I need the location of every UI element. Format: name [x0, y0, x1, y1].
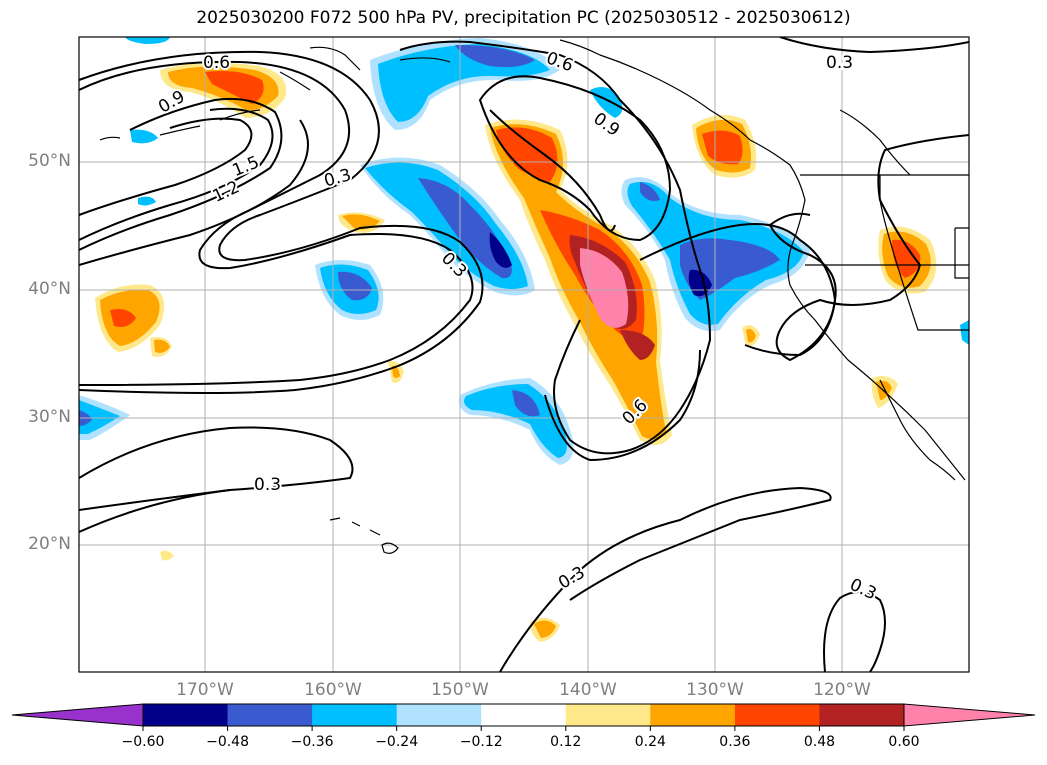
contour-label: 0.3 [826, 53, 853, 73]
colorbar-tick-label: −0.12 [459, 734, 503, 750]
contour-label: 0.3 [254, 475, 281, 495]
lon-tick-160w: 160°W [304, 680, 362, 700]
precipitation-shading [79, 37, 969, 642]
baja-coast [879, 379, 956, 481]
lon-tick-150w: 150°W [431, 680, 489, 700]
lat-tick-30n: 30°N [28, 407, 71, 427]
colorbar-segment [227, 704, 313, 726]
colorbar-tick-label: −0.48 [206, 734, 249, 750]
colorbar-segment [565, 704, 651, 726]
contour-0.9-trough [478, 75, 672, 242]
contour-label: 0.3 [322, 165, 353, 191]
contour-0.3-east [779, 37, 969, 54]
colorbar-tick-label: 0.12 [550, 734, 582, 750]
contour-south-loop [544, 349, 701, 462]
contour-0.3-trough-south [639, 223, 837, 357]
pv-contours [79, 37, 969, 672]
contour-0.6-trough [399, 40, 712, 455]
shade-neg-small-ne [590, 86, 623, 118]
contour-west-inner [79, 119, 309, 266]
contour-1.5-west [79, 117, 253, 216]
lat-tick-50n: 50°N [28, 151, 71, 171]
contour-0.9-inner [489, 109, 616, 232]
contour-1.2-west [79, 107, 274, 241]
contour-0.3-upper [79, 50, 484, 394]
colorbar-tick-label: 0.60 [888, 734, 920, 750]
contour-0.3-south [499, 486, 832, 672]
map-frame [78, 36, 970, 673]
contour-0.3-southeast [823, 591, 886, 672]
contour-label: 1.2 [210, 177, 243, 207]
contour-0.3-mid [79, 426, 354, 511]
contour-label: 0.9 [155, 87, 188, 118]
colorbar-segment [396, 704, 482, 726]
colorbar-tick-label: 0.24 [634, 734, 666, 750]
hawaii [329, 517, 399, 554]
contour-0.9-west [79, 97, 283, 251]
colorbar-tick-label: 0.48 [803, 734, 836, 750]
colorbar-outline [142, 703, 905, 727]
alaska-coast [99, 46, 451, 141]
lat-tick-20n: 20°N [28, 534, 71, 554]
lon-tick-140w: 140°W [559, 680, 617, 700]
contour-0.3-north [79, 60, 474, 386]
colorbar-tick-label: −0.24 [375, 734, 419, 750]
contour-0.3-mid2 [79, 489, 231, 533]
contour-label: 0.6 [203, 53, 230, 73]
map-title: 2025030200 F072 500 hPa PV, precipitatio… [196, 8, 851, 28]
north-america-coast [559, 39, 966, 481]
coastlines [99, 39, 969, 554]
colorbar-segment [734, 704, 820, 726]
colorbar-segment [819, 704, 905, 726]
lon-tick-170w: 170°W [176, 680, 234, 700]
colorbar-segment [481, 704, 567, 726]
state-border-2 [879, 175, 969, 331]
lon-tick-130w: 130°W [686, 680, 744, 700]
colorbar-tick-label: 0.36 [719, 734, 751, 750]
lon-tick-120w: 120°W [813, 680, 871, 700]
state-border-3 [839, 109, 911, 176]
colorbar-extend-high [903, 703, 1036, 727]
lat-tick-40n: 40°N [28, 279, 71, 299]
colorbar-tick-label: −0.60 [121, 734, 165, 750]
colorbar-segment [143, 704, 229, 726]
colorbar-segment [650, 704, 736, 726]
colorbar-extend-low [11, 703, 144, 727]
colorbar-tick-label: −0.36 [290, 734, 334, 750]
colorbar [11, 703, 1036, 731]
contour-label: 0.3 [846, 575, 879, 605]
colorbar-segment [312, 704, 398, 726]
state-border-4 [954, 227, 969, 279]
contour-0.3-coast [768, 134, 969, 362]
